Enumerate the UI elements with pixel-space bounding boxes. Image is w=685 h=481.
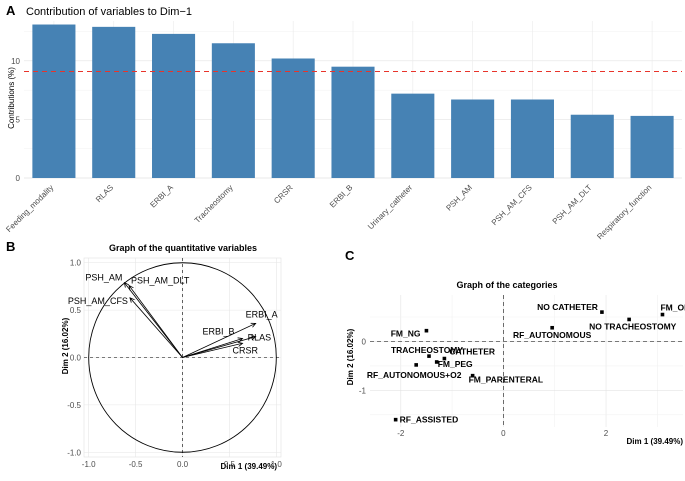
vector-label: ERBI_B — [203, 327, 235, 337]
vector-arrow — [128, 285, 183, 358]
x-tick-label: PSH_AM_DLT — [551, 183, 594, 226]
category-label: FM_ORAL — [660, 303, 685, 313]
panel-a: A Contribution of variables to Dim−1 Con… — [4, 3, 682, 241]
x-tick-label: -1.0 — [82, 460, 96, 469]
y-tick-label: 10 — [11, 57, 20, 66]
category-point — [442, 356, 447, 361]
bar — [92, 26, 136, 178]
bar — [391, 93, 435, 178]
vector-label: RLAS — [248, 333, 272, 343]
y-tick-label: 1.0 — [70, 259, 82, 268]
panel-a-ylabel: Contributions (%) — [7, 67, 16, 129]
panel-a-letter: A — [6, 3, 16, 18]
category-label: CATHETER — [449, 347, 495, 357]
vector-label: CRSR — [233, 345, 259, 355]
x-tick-label: 1.0 — [271, 460, 283, 469]
vector-arrow — [182, 336, 256, 358]
panel-b-ylabel: Dim 2 (16.02%) — [61, 317, 70, 374]
vector-label: ERBI_A — [246, 309, 278, 319]
category-label: RF_AUTONOMOUS+O2 — [367, 370, 462, 380]
vector-arrowhead — [250, 335, 257, 341]
category-point — [600, 310, 604, 314]
vector-arrowhead — [237, 341, 244, 347]
y-tick-label: -1.0 — [67, 448, 81, 457]
x-tick-label: ERBI_A — [148, 183, 175, 210]
y-tick-label: -0.5 — [67, 401, 81, 410]
x-tick-label: -0.5 — [129, 460, 143, 469]
x-tick-label: Respiratory_function — [595, 183, 653, 241]
x-tick-label: Urinary_catheter — [366, 183, 414, 231]
bar — [32, 24, 76, 179]
panel-a-title: Contribution of variables to Dim−1 — [26, 6, 192, 18]
category-point — [393, 417, 398, 422]
vector-arrowhead — [128, 284, 134, 291]
vector-label: PSH_AM_CFS — [68, 296, 128, 306]
x-tick-label: 2 — [604, 429, 609, 438]
bar — [271, 58, 315, 178]
bar — [451, 99, 495, 178]
x-tick-label: 0.0 — [177, 460, 189, 469]
category-point — [627, 317, 631, 322]
vector-arrowhead — [123, 281, 129, 288]
x-tick-label: PSH_AM_CFS — [490, 183, 534, 227]
category-label: FM_PEG — [438, 359, 473, 369]
y-tick-label: 0.0 — [70, 354, 82, 363]
vector-arrowhead — [129, 297, 135, 303]
panel-b-title: Graph of the quantitative variables — [109, 243, 257, 253]
x-tick-label: RLAS — [94, 183, 115, 204]
category-label: FM_PARENTERAL — [469, 375, 543, 385]
bar — [570, 114, 614, 178]
bar — [630, 115, 674, 178]
category-point — [550, 325, 554, 330]
x-tick-label: CRSR — [272, 183, 295, 206]
bar — [331, 66, 375, 178]
category-point — [434, 360, 439, 364]
y-tick-label: 0.5 — [70, 306, 82, 315]
category-label: TRACHEOSTOMY — [391, 345, 463, 355]
category-label: NO CATHETER — [537, 302, 598, 312]
panel-c-letter: C — [345, 248, 355, 263]
x-tick-label: Tracheostomy — [193, 183, 235, 225]
category-label: FM_NG — [391, 329, 421, 339]
x-tick-label: Feeding_modality — [4, 183, 55, 234]
x-tick-label: 0 — [501, 429, 506, 438]
vector-arrow — [129, 297, 183, 358]
category-point — [470, 373, 475, 378]
panel-c-xlabel: Dim 1 (39.49%) — [627, 437, 684, 446]
x-tick-label: ERBI_B — [328, 183, 354, 209]
panel-c-ylabel: Dim 2 (16.02%) — [346, 328, 355, 385]
category-label: NO TRACHEOSTOMY — [589, 321, 677, 331]
bar — [152, 33, 196, 178]
category-point — [414, 363, 418, 367]
category-label: RF_AUTONOMOUS — [513, 330, 592, 340]
vector-arrow — [182, 323, 256, 358]
category-label: RF_ASSISTED — [400, 415, 459, 425]
panel-c-plot-area — [370, 295, 683, 427]
category-point — [660, 312, 665, 317]
y-tick-label: 5 — [16, 115, 21, 124]
vector-arrowhead — [250, 322, 257, 328]
vector-arrow — [182, 342, 243, 358]
panel-c-title: Graph of the categories — [456, 280, 557, 290]
category-point — [427, 354, 431, 358]
panel-b-xlabel: Dim 1 (39.49%) — [221, 462, 278, 471]
x-tick-label: PSH_AM — [444, 183, 474, 213]
vector-label: PSH_AM_DLT — [131, 275, 190, 285]
category-point — [424, 328, 429, 333]
x-tick-label: -2 — [397, 429, 405, 438]
y-tick-label: 0 — [16, 174, 21, 183]
vector-label: PSH_AM — [85, 273, 122, 283]
panel-b-letter: B — [6, 239, 15, 254]
x-tick-label: 0.5 — [224, 460, 236, 469]
panel-c: C Graph of the categories Dim 2 (16.02%)… — [345, 248, 685, 446]
panel-b: B Graph of the quantitative variables Di… — [6, 239, 282, 471]
bar — [211, 43, 255, 178]
bar — [510, 99, 554, 178]
y-tick-label: 0 — [362, 337, 367, 346]
y-tick-label: -1 — [359, 386, 367, 395]
